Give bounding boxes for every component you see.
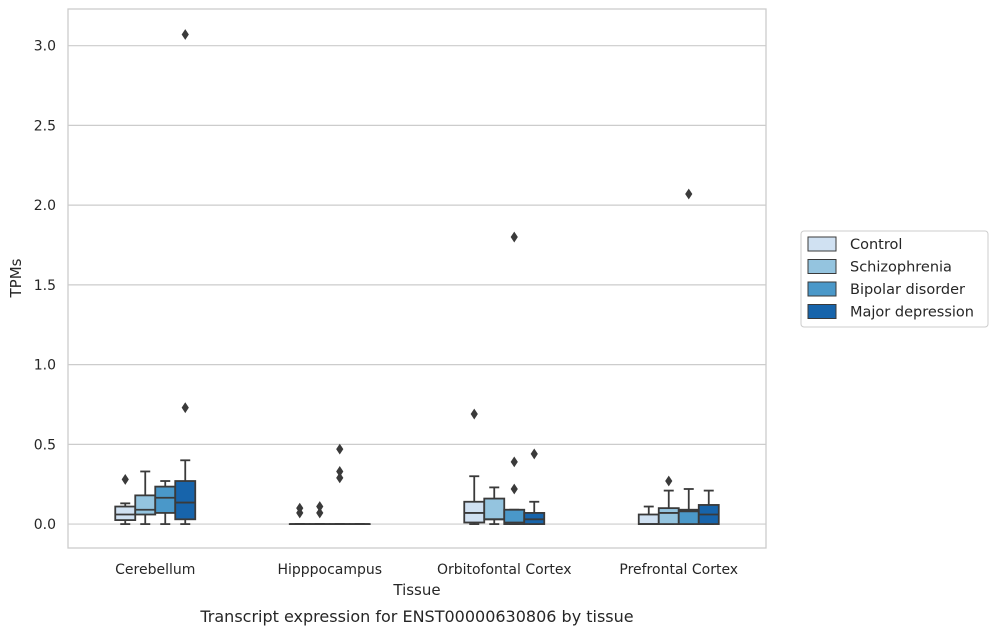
y-axis-ticks: 0.0 0.5 1.0 1.5 2.0 2.5 3.0: [34, 39, 56, 533]
legend-label: Control: [850, 237, 902, 253]
x-axis-ticks: Cerebellum Hipppocampus Orbitofontal Corte…: [115, 562, 738, 578]
outlier-points: [121, 29, 693, 519]
outlier-point: [316, 507, 324, 519]
box-schizophrenia: [657, 489, 680, 525]
legend-label: Major depression: [850, 305, 974, 321]
legend-label: Schizophrenia: [850, 260, 952, 276]
box-body: [483, 497, 506, 521]
legend-frame: [800, 230, 989, 328]
outlier-point: [121, 474, 129, 485]
outlier-point: [336, 472, 344, 484]
box-body: [657, 507, 680, 525]
outlier-point: [181, 402, 189, 414]
y-tick-label: 2.0: [34, 198, 56, 214]
outlier-point: [336, 466, 344, 477]
box-body: [134, 494, 157, 516]
box-control: [114, 502, 137, 525]
box-body: [174, 480, 197, 521]
outlier-point: [530, 448, 538, 460]
outlier-point: [510, 483, 518, 495]
y-tick-label: 1.0: [34, 358, 56, 374]
y-tick-label: 0.5: [34, 437, 56, 453]
gridlines: [68, 45, 766, 525]
y-tick-label: 1.5: [34, 278, 56, 294]
chart-caption: Transcript expression for ENST0000063080…: [199, 607, 633, 626]
y-tick-label: 3.0: [34, 39, 56, 55]
box-major-depression: [523, 500, 546, 525]
box-control: [637, 505, 660, 525]
y-axis-label: TPMs: [7, 258, 25, 298]
box-body: [154, 485, 177, 514]
outlier-point: [316, 501, 324, 512]
box-bipolar-disorder: [154, 480, 177, 525]
outlier-point: [665, 475, 673, 487]
box-control: [463, 475, 486, 525]
outlier-point: [296, 502, 304, 514]
box-series: [114, 459, 720, 525]
legend-swatch: [807, 281, 837, 297]
x-tick-label: Cerebellum: [115, 562, 195, 578]
x-axis-label: Tissue: [392, 581, 440, 599]
legend-swatch: [807, 236, 837, 252]
box-major-depression: [174, 459, 197, 525]
plot-frame: [67, 8, 767, 549]
legend-items: Control Schizophrenia Bipolar disorder Majo…: [807, 236, 974, 321]
box-major-depression: [697, 489, 720, 525]
box-schizophrenia: [483, 486, 506, 525]
legend-label: Bipolar disorder: [850, 282, 965, 298]
box-body: [114, 505, 137, 521]
outlier-point: [181, 29, 189, 40]
legend-swatch: [807, 304, 837, 319]
y-tick-label: 0.0: [34, 517, 56, 533]
box-body: [637, 513, 660, 525]
outlier-point: [510, 231, 518, 243]
outlier-point: [685, 188, 693, 200]
outlier-point: [336, 443, 344, 455]
outlier-point: [470, 408, 478, 420]
x-tick-label: Hipppocampus: [277, 562, 382, 578]
legend-swatch: [807, 259, 837, 274]
x-tick-label: Orbitofontal Cortex: [437, 562, 572, 578]
box-bipolar-disorder: [677, 488, 700, 525]
x-tick-label: Prefrontal Cortex: [619, 562, 738, 578]
box-schizophrenia: [134, 470, 157, 525]
box-bipolar-disorder: [503, 508, 526, 525]
outlier-point: [510, 456, 518, 468]
y-tick-label: 2.5: [34, 118, 56, 134]
legend: Control Schizophrenia Bipolar disorder Majo…: [800, 230, 989, 328]
